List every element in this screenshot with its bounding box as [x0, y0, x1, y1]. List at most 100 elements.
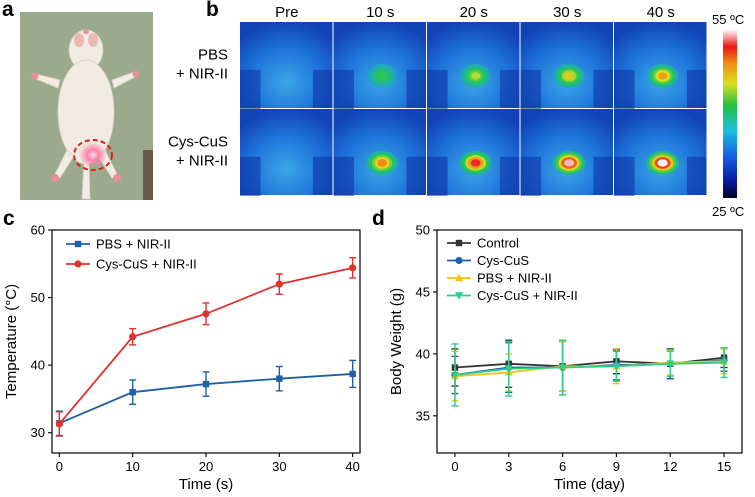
- legend-label: Control: [477, 236, 519, 251]
- thermal-cell-r1-c3: [520, 109, 613, 196]
- x-axis-label: Time (s): [179, 476, 233, 493]
- thermal-hotspot-ring: [657, 72, 668, 80]
- thermal-cell-shadow: [499, 69, 520, 108]
- series-pbs-nir-ii: [55, 359, 357, 437]
- thermal-cell-r1-c4: [614, 109, 707, 196]
- x-tick-label: 0: [451, 459, 458, 474]
- legend-entry: Cys-CuS: [447, 253, 529, 268]
- legend-entry: Control: [447, 236, 519, 251]
- thermal-hotspot-ring: [377, 159, 387, 167]
- y-tick-label: 40: [31, 358, 45, 373]
- legend-entry: PBS + NIR-II: [66, 237, 171, 252]
- x-tick-label: 30: [272, 459, 286, 474]
- x-tick-label: 15: [717, 459, 731, 474]
- panel-b-label: b: [206, 0, 219, 21]
- thermal-cell-shadow: [312, 69, 333, 108]
- series-cys-cus-nir-ii: [55, 257, 357, 437]
- legend-label: PBS + NIR-II: [96, 237, 171, 252]
- data-point: [74, 260, 82, 268]
- thermal-cell-r1-c2: [427, 109, 520, 196]
- thermal-row-label-0-1: + NIR-II: [176, 66, 228, 83]
- legend-label: Cys-CuS + NIR-II: [477, 288, 578, 303]
- thermal-row-label-1-1: + NIR-II: [176, 153, 228, 170]
- data-point: [202, 310, 210, 318]
- data-point: [55, 420, 63, 428]
- thermal-hotspot-ring: [564, 72, 574, 80]
- thermal-cell-r0-c4: [614, 22, 707, 109]
- thermal-cell-shadow: [614, 156, 635, 196]
- data-point: [720, 359, 729, 367]
- thermal-cell-shadow: [240, 156, 261, 196]
- x-tick-label: 12: [663, 459, 677, 474]
- panel-c-label: c: [3, 207, 15, 230]
- data-point: [275, 280, 283, 288]
- series-line: [454, 361, 725, 376]
- thermal-hotspot-ring: [657, 159, 668, 167]
- thermal-cell-r1-c1: [333, 109, 426, 196]
- x-tick-label: 9: [613, 459, 620, 474]
- thermal-row-label-1-0: Cys-CuS: [168, 134, 228, 151]
- temperature-color-scale: [723, 30, 737, 198]
- series-line: [58, 266, 353, 425]
- scale-min-label: 25 ºC: [712, 204, 744, 219]
- thermal-cell-shadow: [406, 69, 426, 108]
- data-point: [612, 363, 621, 371]
- thermal-cell-shadow: [427, 156, 448, 196]
- legend-entry: PBS + NIR-II: [447, 271, 552, 286]
- y-tick-label: 50: [31, 290, 45, 305]
- panel-d-label: d: [372, 207, 385, 230]
- thermal-cell-r0-c2: [427, 22, 520, 109]
- data-point: [455, 273, 463, 282]
- x-tick-label: 40: [345, 459, 359, 474]
- legend-label: PBS + NIR-II: [477, 271, 552, 286]
- panel-a-label: a: [2, 0, 14, 21]
- x-tick-label: 20: [199, 459, 213, 474]
- tumor-circle-marker: [73, 139, 113, 171]
- legend-label: Cys-CuS: [477, 253, 529, 268]
- scale-max-label: 55 ºC: [712, 12, 744, 27]
- thermal-hotspot-ring: [470, 159, 481, 167]
- mouse-photo: [20, 12, 153, 200]
- thermal-cell-shadow: [427, 69, 448, 109]
- data-point: [129, 333, 137, 341]
- y-axis-label: Body Weight (g): [388, 288, 405, 395]
- x-axis-label: Time (day): [554, 476, 625, 493]
- y-tick-label: 35: [416, 408, 430, 423]
- data-point: [450, 371, 459, 380]
- thermal-header-1: 10 s: [366, 4, 394, 21]
- data-point: [455, 292, 463, 300]
- thermal-hotspot-ring: [564, 159, 575, 167]
- y-tick-label: 60: [31, 223, 45, 238]
- plot-frame: [436, 229, 743, 454]
- thermal-header-4: 40 s: [647, 4, 675, 21]
- thermal-hotspot-ring: [377, 72, 387, 80]
- data-point: [349, 370, 356, 378]
- thermal-cell-shadow: [520, 156, 542, 196]
- thermal-header-3: 30 s: [553, 4, 581, 21]
- data-point: [455, 239, 463, 247]
- thermal-header-0: Pre: [275, 4, 298, 21]
- thermal-cell-shadow: [406, 156, 426, 195]
- data-point: [455, 256, 463, 265]
- thermal-cell-shadow: [520, 69, 542, 109]
- thermal-cell-shadow: [593, 156, 613, 195]
- y-tick-label: 40: [416, 346, 430, 361]
- thermal-header-2: 20 s: [460, 4, 488, 21]
- thermal-cell-shadow: [333, 156, 355, 196]
- data-point: [276, 375, 283, 382]
- data-point: [74, 240, 82, 248]
- data-point: [504, 365, 513, 373]
- thermal-hotspot-ring: [471, 72, 481, 80]
- thermal-cell-r0-c3: [520, 22, 613, 109]
- data-point: [202, 380, 210, 388]
- thermal-cell-r0-c1: [333, 22, 426, 109]
- chart-temperature: 0 10 20 30 40 30 40 50 60 Time (s) Temperature (°C…: [3, 223, 361, 493]
- thermal-row-label-0-0: PBS: [198, 47, 228, 64]
- thermal-cell-shadow: [686, 69, 707, 108]
- data-point: [666, 360, 675, 368]
- thermal-cell-r0-c0: [240, 22, 333, 109]
- chart-body-weight: 0 3 6 9 12 15 35 40 45 50 Time (day) Body Weight (g…: [388, 223, 743, 493]
- series-cys-cus-nir-ii: [450, 339, 729, 407]
- thermal-cell-shadow: [593, 69, 613, 108]
